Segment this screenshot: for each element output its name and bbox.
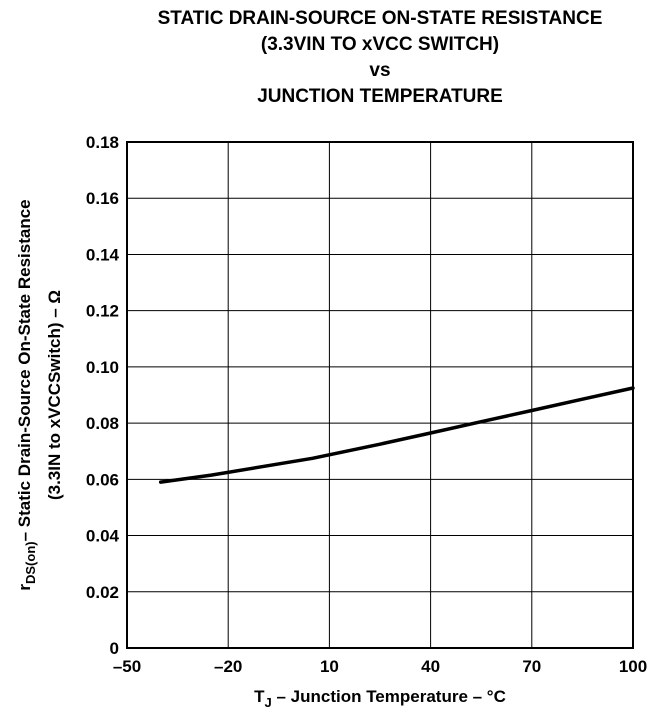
y-tick-label: 0.08	[86, 414, 119, 433]
x-tick-label: –50	[113, 657, 141, 676]
y-axis-label-line-2: (3.3IN to xVCCSwitch) – Ω	[45, 290, 64, 500]
plot-frame	[126, 141, 634, 649]
x-tick-label: 100	[619, 657, 647, 676]
grid-lines	[126, 141, 634, 649]
y-axis-label-line-1: rDS(on)– Static Drain-Source On-State Re…	[15, 199, 38, 590]
title-line-2: (3.3VIN TO xVCC SWITCH)	[261, 34, 499, 55]
series-lines	[158, 386, 635, 484]
title-line-4: JUNCTION TEMPERATURE	[257, 86, 503, 107]
y-tick-label: 0.14	[86, 245, 120, 264]
y-tick-label: 0.04	[86, 527, 120, 546]
chart-title: STATIC DRAIN-SOURCE ON-STATE RESISTANCE (…	[158, 8, 603, 107]
x-axis-label: TJ – Junction Temperature – °C	[254, 687, 506, 710]
y-tick-label: 0.12	[86, 302, 119, 321]
x-tick-label: 40	[421, 657, 440, 676]
y-tick-label: 0.02	[86, 583, 119, 602]
y-tick-labels: 0 0.02 0.04 0.06 0.08 0.10 0.12 0.14 0.16 0.18	[86, 133, 120, 658]
x-tick-label: –20	[214, 657, 242, 676]
title-line-1: STATIC DRAIN-SOURCE ON-STATE RESISTANCE	[158, 8, 603, 29]
x-tick-labels: –50 –20 10 40 70 100	[113, 657, 647, 676]
x-tick-label: 70	[522, 657, 541, 676]
y-tick-label: 0.10	[86, 358, 119, 377]
y-axis-label: rDS(on)– Static Drain-Source On-State Re…	[15, 199, 64, 590]
y-tick-label: 0	[110, 639, 119, 658]
series-line-1	[158, 386, 635, 484]
title-line-3: vs	[369, 60, 390, 81]
y-tick-label: 0.16	[86, 189, 119, 208]
x-tick-label: 10	[320, 657, 339, 676]
y-tick-label: 0.06	[86, 470, 119, 489]
y-tick-label: 0.18	[86, 133, 119, 152]
